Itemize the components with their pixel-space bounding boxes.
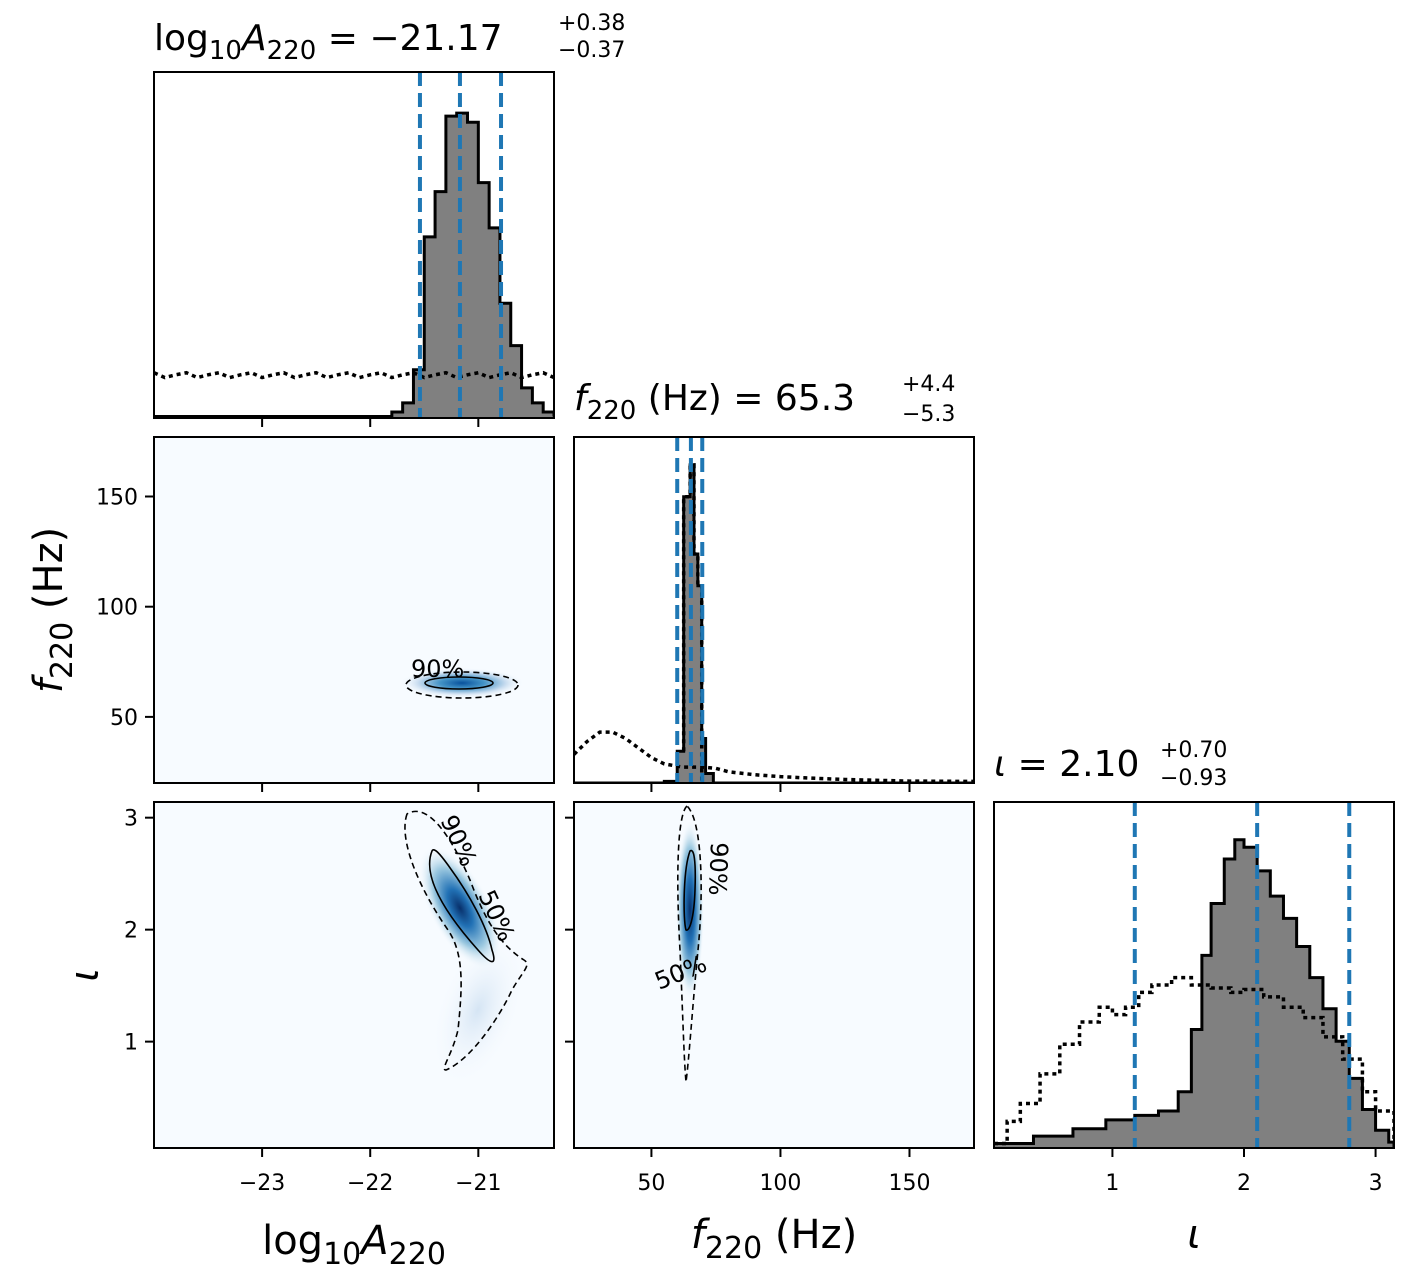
xtick-label: −23 bbox=[239, 1171, 285, 1196]
title-f220: f220 (Hz) = 65.3 +4.4 −5.3 bbox=[574, 372, 955, 427]
ytick-label: 3 bbox=[124, 807, 138, 832]
ytick-label: 2 bbox=[124, 919, 138, 944]
xtick-label: 1 bbox=[1105, 1171, 1119, 1196]
title-iota-var: ι bbox=[994, 744, 1006, 785]
hist-f220-dotted-overlay bbox=[681, 463, 704, 783]
density-blob-A-iota bbox=[418, 846, 502, 970]
prior-log10A bbox=[154, 370, 554, 380]
title-f220-value: (Hz) = 65.3 bbox=[636, 378, 855, 419]
hist-log10A-fill bbox=[154, 113, 554, 418]
title-iota-subscript: −0.93 bbox=[1160, 766, 1227, 791]
ylabel-iota: ι bbox=[62, 968, 108, 982]
panel-10-background bbox=[154, 437, 554, 783]
chart-marks: −23 −22 −21 50 100 150 1 2 3 50 100 150 1 2 3 bbox=[96, 72, 1394, 1196]
contour-label-90-A-f: 90% bbox=[411, 655, 464, 683]
xtick-label: 3 bbox=[1369, 1171, 1383, 1196]
title-iota: ι = 2.10 +0.70 −0.93 bbox=[994, 738, 1227, 791]
ylabel-f220: f220 (Hz) bbox=[26, 527, 80, 693]
xlabel-log10A-prefix-sub: 10 bbox=[323, 1237, 361, 1272]
density-blob-A-iota-tail bbox=[431, 933, 525, 1087]
contour-50-f-iota bbox=[683, 849, 697, 931]
frame-A-vs-f bbox=[153, 436, 555, 784]
hist-iota-group bbox=[994, 802, 1394, 1148]
title-log10A-sup: +0.38 bbox=[558, 11, 625, 36]
xlabel-log10A: log10A220 bbox=[262, 1218, 446, 1272]
contour-50-A-f bbox=[424, 676, 494, 690]
contour-50-A-iota bbox=[428, 849, 495, 963]
xtick-label: −21 bbox=[455, 1171, 501, 1196]
title-log10A-prefix: log bbox=[154, 18, 209, 59]
hist-f220-fill bbox=[574, 464, 974, 783]
title-f220-var-sub: 220 bbox=[587, 396, 637, 426]
xtick-label: 50 bbox=[637, 1171, 665, 1196]
prior-iota bbox=[994, 975, 1394, 1146]
density-blob-A-f bbox=[400, 668, 524, 698]
frame-f220-marginal bbox=[573, 436, 975, 784]
hist-log10A-group bbox=[154, 72, 554, 418]
xtick-label: −22 bbox=[347, 1171, 393, 1196]
xlabel-log10A-prefix: log bbox=[262, 1218, 323, 1264]
ylabel-f220-unit: (Hz) bbox=[26, 527, 72, 622]
xtick-label: 150 bbox=[888, 1171, 930, 1196]
title-f220-sup: +4.4 bbox=[902, 372, 955, 397]
title-log10A-value: = −21.17 bbox=[316, 18, 502, 59]
prior-f220 bbox=[574, 730, 974, 783]
hist-f220-outline bbox=[574, 463, 974, 783]
title-log10A-subscript: −0.37 bbox=[558, 38, 625, 63]
title-iota-value: = 2.10 bbox=[1006, 744, 1139, 785]
xtick-label: 100 bbox=[759, 1171, 801, 1196]
frame-f-vs-iota bbox=[573, 801, 975, 1149]
frame-log10A-marginal bbox=[153, 71, 555, 419]
title-f220-subscript: −5.3 bbox=[902, 402, 955, 427]
contour-90-A-f bbox=[405, 671, 519, 699]
frame-A-vs-iota bbox=[153, 801, 555, 1149]
hist-f220-group bbox=[574, 437, 974, 783]
xtick-label: 2 bbox=[1237, 1171, 1251, 1196]
xlabel-iota: ι bbox=[1187, 1212, 1201, 1258]
ytick-label: 100 bbox=[96, 596, 138, 621]
title-log10A-var-sub: 220 bbox=[267, 36, 317, 66]
ytick-label: 1 bbox=[124, 1031, 138, 1056]
xlabel-f220-unit: (Hz) bbox=[762, 1212, 857, 1258]
contour-90-f-iota bbox=[677, 804, 702, 1083]
title-log10A-prefix-sub: 10 bbox=[209, 36, 242, 66]
xlabel-log10A-var: A bbox=[358, 1218, 388, 1264]
xlabel-f220-var-sub: 220 bbox=[705, 1231, 762, 1266]
contour-label-90-f-iota: 90% bbox=[703, 842, 733, 896]
ytick-label: 150 bbox=[96, 486, 138, 511]
title-log10A: log10A220 = −21.17 +0.38 −0.37 bbox=[154, 11, 625, 66]
svg-text:ι = 2.10: ι = 2.10 bbox=[994, 744, 1139, 785]
panel-21-background bbox=[574, 802, 974, 1148]
xlabel-log10A-var-sub: 220 bbox=[389, 1237, 446, 1272]
xlabel-f220: f220 (Hz) bbox=[691, 1212, 857, 1266]
ytick-label: 50 bbox=[110, 706, 138, 731]
frame-iota-marginal bbox=[993, 801, 1395, 1149]
ylabel-f220-var-sub: 220 bbox=[45, 622, 80, 679]
hist-iota-fill bbox=[994, 839, 1394, 1148]
title-log10A-var: A bbox=[240, 18, 267, 59]
svg-text:f220 (Hz) = 65.3: f220 (Hz) = 65.3 bbox=[574, 378, 855, 426]
hist-log10A-outline bbox=[154, 111, 554, 418]
title-iota-sup: +0.70 bbox=[1160, 738, 1227, 763]
svg-text:log10A220 = −21.17: log10A220 = −21.17 bbox=[154, 18, 503, 66]
